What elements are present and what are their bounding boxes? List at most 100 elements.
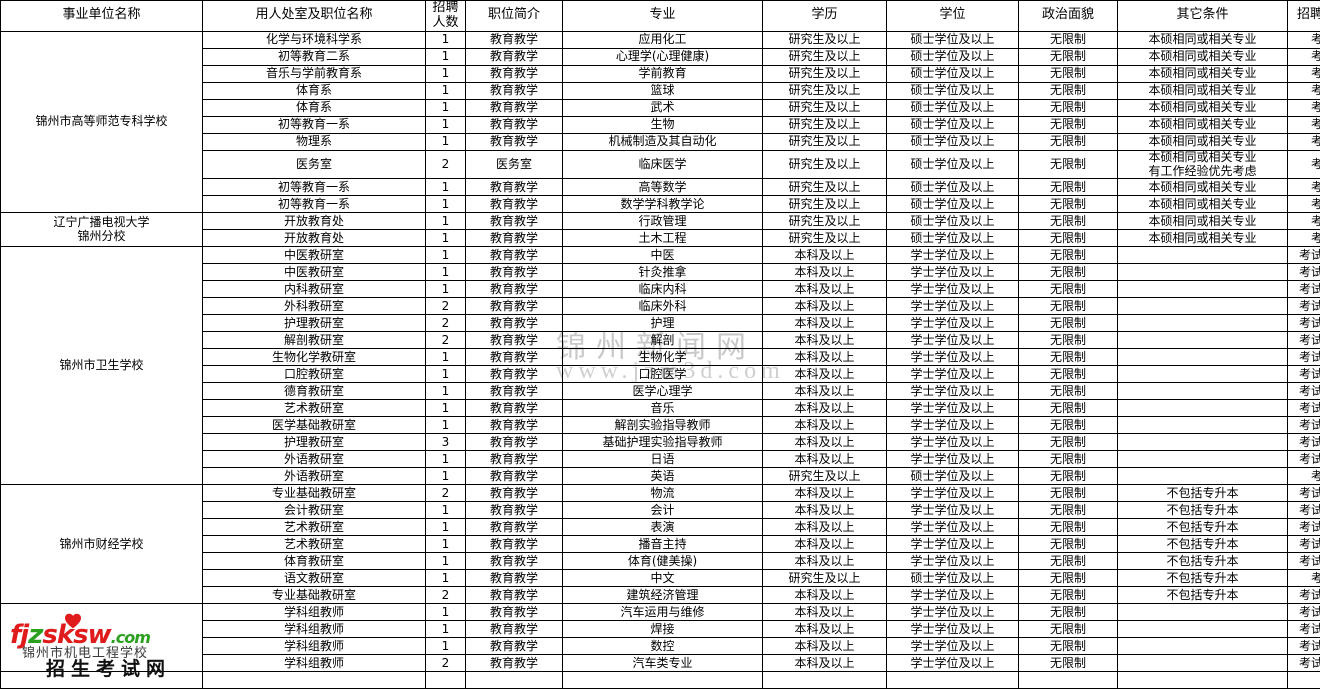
cell-method: 考核 xyxy=(1287,115,1320,134)
cell-other: 本硕相同或相关专业 xyxy=(1117,229,1288,248)
cell-politics: 无限制 xyxy=(1018,569,1118,588)
cell-brief: 教育教学 xyxy=(465,331,563,350)
cell-education: 本科及以上 xyxy=(762,518,887,537)
cell-count: 1 xyxy=(425,365,466,384)
cell-dept: 口腔教研室 xyxy=(202,365,426,384)
table-header: 事业单位名称 用人处室及职位名称 招聘 人数 职位简介 专业 学历 学位 政治面… xyxy=(0,0,1320,32)
cell-brief: 教育教学 xyxy=(465,467,563,486)
cell-other: 本硕相同或相关专业 xyxy=(1117,195,1288,214)
cell-education: 本科及以上 xyxy=(762,246,887,265)
cell-degree: 学士学位及以上 xyxy=(886,518,1019,537)
cell-count: 1 xyxy=(425,195,466,214)
cell-major: 护理 xyxy=(562,314,763,333)
cell-education: 研究生及以上 xyxy=(762,195,887,214)
cell-major: 数学学科教学论 xyxy=(562,195,763,214)
cell-education: 研究生及以上 xyxy=(762,569,887,588)
cell-degree: 硕士学位及以上 xyxy=(886,467,1019,486)
cell-education: 本科及以上 xyxy=(762,280,887,299)
cell-dept: 艺术教研室 xyxy=(202,535,426,554)
cell-major: 解剖 xyxy=(562,331,763,350)
cell-dept: 体育系 xyxy=(202,81,426,100)
cell-education: 本科及以上 xyxy=(762,331,887,350)
cell-other-line1: 本硕相同或相关专业 xyxy=(1148,150,1257,164)
cell-dept: 专业基础教研室 xyxy=(202,586,426,605)
cell-other xyxy=(1117,450,1288,469)
cell-politics: 无限制 xyxy=(1018,297,1118,316)
table-row: 专业基础教研室 2 教育教学 建筑经济管理 本科及以上 学士学位及以上 无限制 不包括专升本考… xyxy=(1,586,1320,605)
cell-other: 本硕相同或相关专业 xyxy=(1117,132,1288,151)
table-row: 锦州市财经学校 专业基础教研室 2 教育教学 物流 本科及以上 学士学位及以上 无限制 不包括专… xyxy=(0,484,1320,605)
cell-other xyxy=(1117,620,1288,639)
cell-major: 临床外科 xyxy=(562,297,763,316)
cell-major: 心理学(心理健康) xyxy=(562,47,763,66)
cell-politics: 无限制 xyxy=(1018,535,1118,554)
cell-degree: 学士学位及以上 xyxy=(886,637,1019,656)
cell-other xyxy=(1117,416,1288,435)
cell-brief: 教育教学 xyxy=(465,195,563,214)
cell-major: 针灸推拿 xyxy=(562,263,763,282)
cell-major: 播音主持 xyxy=(562,535,763,554)
cell-major: 口腔医学 xyxy=(562,365,763,384)
cell-count: 1 xyxy=(425,637,466,656)
cell-major: 生物化学 xyxy=(562,348,763,367)
cell-major: 数控 xyxy=(562,637,763,656)
cell-brief: 教育教学 xyxy=(465,348,563,367)
cell-count: 1 xyxy=(425,229,466,248)
cell-degree: 硕士学位及以上 xyxy=(886,195,1019,214)
table-row: 学科组教师1教育教学汽车运用与维修本科及以上学士学位及以上无限制考试考核 xyxy=(0,603,1320,673)
cell-brief: 教育教学 xyxy=(465,98,563,117)
cell-count: 1 xyxy=(425,382,466,401)
cell-method: 考核 xyxy=(1287,30,1320,49)
cell-politics: 无限制 xyxy=(1018,552,1118,571)
cell-method: 考试考核 xyxy=(1287,518,1320,537)
cell-count: 1 xyxy=(425,416,466,435)
cell-dept: 中医教研室 xyxy=(202,246,426,265)
cell-count: 2 xyxy=(425,149,466,180)
cell-major: 生物 xyxy=(562,115,763,134)
cell-education: 本科及以上 xyxy=(762,433,887,452)
cell-other: 本硕相同或相关专业 xyxy=(1117,115,1288,134)
org-name-cell: 锦州市财经学校 xyxy=(0,484,203,605)
cell-other: 本硕相同或相关专业 xyxy=(1117,30,1288,49)
cell-empty xyxy=(886,671,1019,690)
cell-other xyxy=(1117,314,1288,333)
cell-other: 本硕相同或相关专业 xyxy=(1117,212,1288,231)
cell-count: 1 xyxy=(425,81,466,100)
column-header-count-line2: 人数 xyxy=(432,14,459,30)
cell-other xyxy=(1117,280,1288,299)
cell-count: 3 xyxy=(425,433,466,452)
cell-dept: 化学与环境科学系 xyxy=(202,30,426,49)
cell-empty xyxy=(1287,671,1320,690)
cell-education: 本科及以上 xyxy=(762,450,887,469)
cell-method: 考试考核 xyxy=(1287,416,1320,435)
cell-degree: 硕士学位及以上 xyxy=(886,98,1019,117)
cell-politics: 无限制 xyxy=(1018,518,1118,537)
table-row: 语文教研室1教育教学中文研究生及以上硕士学位及以上无限制不包括专升本考核 xyxy=(1,569,1320,588)
cell-degree: 学士学位及以上 xyxy=(886,552,1019,571)
cell-brief: 教育教学 xyxy=(465,620,563,639)
org-name-cell: 辽宁广播电视大学 锦州分校 xyxy=(0,212,203,248)
cell-dept: 物理系 xyxy=(202,132,426,151)
cell-other xyxy=(1117,365,1288,384)
cell-other xyxy=(1117,263,1288,282)
org-name-cell: 锦州市高等师范专科学校 xyxy=(0,30,203,214)
cell-other: 不包括专升本 xyxy=(1117,501,1288,520)
cell-education: 研究生及以上 xyxy=(762,64,887,83)
cell-politics: 无限制 xyxy=(1018,484,1118,503)
cell-method: 考试考核 xyxy=(1287,552,1320,571)
cell-degree: 硕士学位及以上 xyxy=(886,115,1019,134)
cell-other: 本硕相同或相关专业 xyxy=(1117,178,1288,197)
cell-method: 考试考核 xyxy=(1287,365,1320,384)
cell-method: 考试考核 xyxy=(1287,331,1320,350)
cell-degree: 学士学位及以上 xyxy=(886,501,1019,520)
cell-other xyxy=(1117,654,1288,673)
cell-dept: 生物化学教研室 xyxy=(202,348,426,367)
cell-major: 会计 xyxy=(562,501,763,520)
cell-brief: 教育教学 xyxy=(465,263,563,282)
cell-other: 不包括专升本 xyxy=(1117,569,1288,588)
cell-method: 考试考核 xyxy=(1287,280,1320,299)
